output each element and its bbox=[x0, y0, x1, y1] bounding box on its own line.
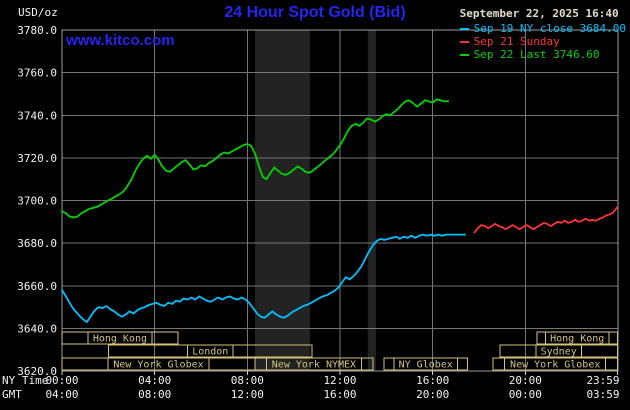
session-label: Hong Kong bbox=[550, 334, 604, 345]
legend-panel: September 22, 2025 16:40 Sep 19 NY close… bbox=[459, 7, 626, 61]
legend-label: Sep 19 NY close 3684.00 bbox=[473, 22, 626, 35]
session-label-box bbox=[107, 357, 210, 371]
y-tick-label: 3740.0 bbox=[17, 109, 57, 122]
x-tick-label-gmt: 08:00 bbox=[138, 388, 171, 401]
datetime-label: September 22, 2025 16:40 bbox=[459, 7, 619, 20]
x-axis-row-name: GMT bbox=[2, 388, 22, 401]
series-line-sep21-sunday bbox=[473, 205, 619, 234]
session-label: Sydney bbox=[541, 347, 577, 358]
y-tick-label: 3720.0 bbox=[17, 152, 57, 165]
x-axis-row-name: NY Time bbox=[2, 374, 48, 387]
session-label-box bbox=[187, 344, 234, 358]
x-tick-label-ny: 20:00 bbox=[509, 374, 542, 387]
kitco-watermark-link[interactable]: www.kitco.com bbox=[66, 32, 175, 49]
session-label-box bbox=[544, 331, 610, 345]
y-tick-label: 3780.0 bbox=[17, 24, 57, 37]
legend-label: Sep 21 Sunday bbox=[473, 35, 560, 48]
session-label-box bbox=[266, 357, 362, 371]
x-tick-label-gmt: 04:00 bbox=[45, 388, 78, 401]
legend-item-sep19: Sep 19 NY close 3684.00 bbox=[459, 22, 626, 35]
session-label: New York NYMEX bbox=[272, 360, 356, 371]
x-tick-label-gmt: 03:59 bbox=[586, 388, 619, 401]
session-label: London bbox=[192, 347, 228, 358]
y-tick-label: 3760.0 bbox=[17, 67, 57, 80]
session-label-box bbox=[535, 344, 582, 358]
x-tick-label-ny: 00:00 bbox=[45, 374, 78, 387]
y-tick-label: 3700.0 bbox=[17, 195, 57, 208]
session-label: Hong Kong bbox=[93, 334, 147, 345]
session-label-box bbox=[87, 331, 153, 345]
session-label-box bbox=[504, 357, 607, 371]
x-tick-label-ny: 08:00 bbox=[231, 374, 264, 387]
legend-item-sep21: Sep 21 Sunday bbox=[459, 35, 626, 48]
y-tick-label: 3640.0 bbox=[17, 322, 57, 335]
y-tick-label: 3620.0 bbox=[17, 365, 57, 378]
x-tick-label-ny: 23:59 bbox=[586, 374, 619, 387]
series-line-sep22-last bbox=[61, 98, 450, 219]
legend-item-sep22: Sep 22 Last 3746.60 bbox=[459, 48, 626, 61]
x-tick-label-gmt: 00:00 bbox=[509, 388, 542, 401]
y-tick-label: 3660.0 bbox=[17, 280, 57, 293]
session-label: New York Globex bbox=[113, 360, 203, 371]
x-tick-label-ny: 04:00 bbox=[138, 374, 171, 387]
session-label: NY Globex bbox=[399, 360, 453, 371]
legend-line-marker bbox=[459, 40, 469, 43]
x-tick-label-gmt: 20:00 bbox=[416, 388, 449, 401]
session-label-box bbox=[393, 357, 459, 371]
legend-line-marker bbox=[459, 53, 469, 56]
unit-label: USD/oz bbox=[18, 6, 58, 19]
x-tick-label-gmt: 16:00 bbox=[323, 388, 356, 401]
x-tick-label-gmt: 12:00 bbox=[231, 388, 264, 401]
x-tick-label-ny: 16:00 bbox=[416, 374, 449, 387]
session-label: New York Globex bbox=[510, 360, 600, 371]
chart-title: 24 Hour Spot Gold (Bid) bbox=[224, 4, 406, 21]
legend-line-marker bbox=[459, 27, 469, 30]
legend-label: Sep 22 Last 3746.60 bbox=[473, 48, 600, 61]
series-line-sep19-ny-close bbox=[61, 233, 467, 323]
x-tick-label-ny: 12:00 bbox=[323, 374, 356, 387]
y-tick-label: 3680.0 bbox=[17, 237, 57, 250]
